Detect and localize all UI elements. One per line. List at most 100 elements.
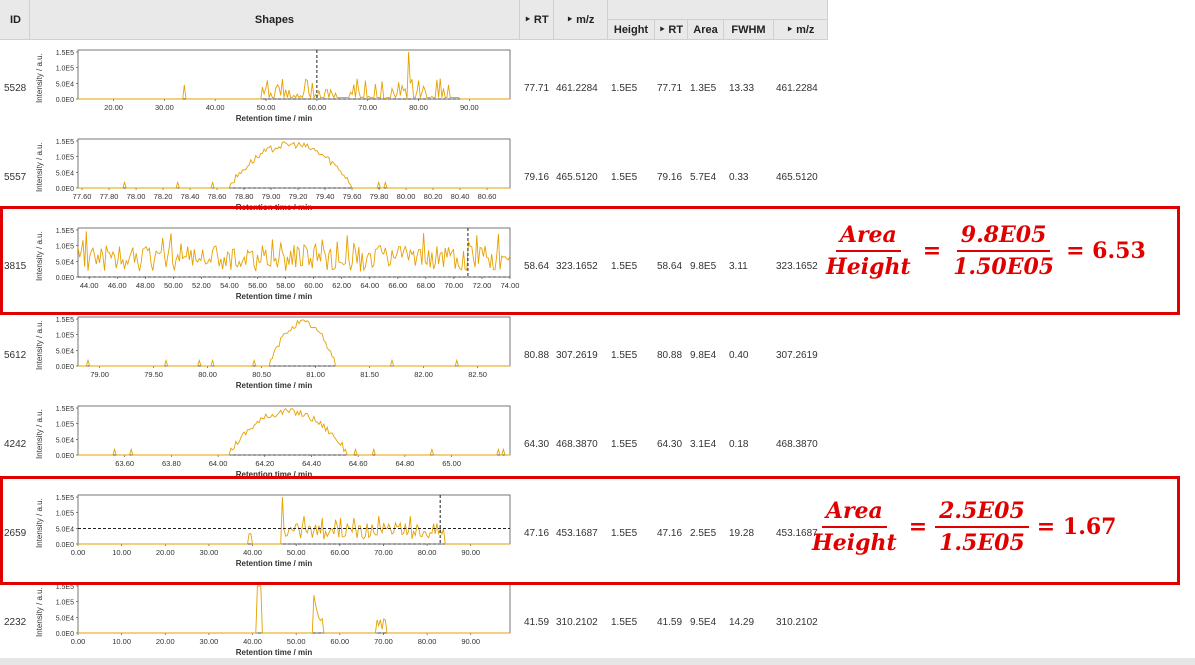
row-id: 3815 <box>4 261 27 272</box>
x-tick-label: 50.00 <box>287 637 306 646</box>
row-id: 2232 <box>4 617 27 628</box>
eq-result: = 6.53 <box>1066 238 1146 264</box>
x-tick-label: 72.00 <box>473 281 492 290</box>
y-tick-label: 0.0E0 <box>56 364 74 371</box>
column-header-mz[interactable]: ‣ m/z <box>554 0 608 40</box>
x-tick-label: 77.60 <box>73 192 92 201</box>
row-fwhm: 0.40 <box>729 350 749 361</box>
x-tick-label: 80.60 <box>478 192 497 201</box>
x-tick-label: 50.00 <box>257 103 276 112</box>
column-header-area[interactable]: Area <box>688 20 724 40</box>
row-height: 1.5E5 <box>611 617 638 628</box>
table-header: ID Shapes ‣ RT ‣ m/z Height ‣ RT Area FW… <box>0 0 1195 40</box>
x-tick-label: 90.00 <box>461 637 480 646</box>
x-tick-label: 20.00 <box>156 637 175 646</box>
row-mz: 461.2284 <box>556 83 598 94</box>
table-row[interactable]: 4242 64.30 468.3870 1.5E5 64.30 3.1E4 0.18 468.… <box>0 398 1195 487</box>
y-tick-label: 5.0E4 <box>56 259 74 266</box>
x-tick-label: 46.00 <box>108 281 127 290</box>
x-axis-label: Retention time / min <box>236 292 313 301</box>
x-tick-label: 80.20 <box>424 192 443 201</box>
row-rt2: 80.88 <box>657 350 683 361</box>
column-header-id[interactable]: ID <box>0 0 30 40</box>
row-area: 1.3E5 <box>690 83 717 94</box>
x-tick-label: 0.00 <box>71 548 86 557</box>
column-header-fwhm[interactable]: FWHM <box>724 20 774 40</box>
row-fwhm: 13.33 <box>729 83 755 94</box>
row-id: 5557 <box>4 172 27 183</box>
row-rt2: 47.16 <box>657 528 683 539</box>
x-tick-label: 40.00 <box>243 548 262 557</box>
eq-denominator: Height <box>826 254 911 280</box>
table-row[interactable]: 2659 47.16 453.1687 1.5E5 47.16 2.5E5 19.28 453… <box>0 487 1195 576</box>
row-id: 2659 <box>4 528 27 539</box>
eq-equals: = <box>922 238 942 264</box>
chromatogram-chart: Intensity / a.u. 1.5E5 1.0E5 5.0E4 0.0E0 20.0… <box>35 49 511 123</box>
y-tick-label: 1.5E5 <box>56 50 74 57</box>
row-rt: 64.30 <box>524 439 550 450</box>
row-height: 1.5E5 <box>611 172 638 183</box>
x-tick-label: 60.00 <box>330 637 349 646</box>
highlight-box-2659 <box>0 476 1180 585</box>
x-tick-label: 79.00 <box>90 370 109 379</box>
row-rt: 41.59 <box>524 617 550 628</box>
column-header-rt[interactable]: ‣ RT <box>520 0 554 40</box>
x-tick-label: 63.60 <box>115 459 134 468</box>
x-axis-label: Retention time / min <box>236 470 313 479</box>
table-row[interactable]: 2232 41.59 310.2102 1.5E5 41.59 9.5E4 14.29 310… <box>0 576 1195 665</box>
plot-frame <box>77 583 511 634</box>
y-tick-label: 0.0E0 <box>56 631 74 638</box>
eq-height-value: 1.50E05 <box>953 254 1055 280</box>
column-header-height[interactable]: Height <box>608 20 655 40</box>
y-tick-label: 0.0E0 <box>56 186 74 193</box>
row-mz2: 307.2619 <box>776 350 818 361</box>
table-row[interactable]: 3815 58.64 323.1652 1.5E5 58.64 9.8E5 3.11 323.… <box>0 220 1195 309</box>
chromatogram-chart: Intensity / a.u. 1.5E5 1.0E5 5.0E4 0.0E0 79.0… <box>35 316 511 390</box>
y-axis-label: Intensity / a.u. <box>35 142 44 192</box>
y-tick-label: 5.0E4 <box>56 170 74 177</box>
row-id: 5528 <box>4 83 27 94</box>
row-mz: 468.3870 <box>556 439 598 450</box>
horizontal-scrollbar[interactable] <box>0 658 1195 665</box>
x-tick-label: 52.00 <box>192 281 211 290</box>
chromatogram-chart: Intensity / a.u. 1.5E5 1.0E5 5.0E4 0.0E00.00… <box>35 494 511 568</box>
row-mz2: 323.1652 <box>776 261 818 272</box>
x-tick-label: 66.00 <box>388 281 407 290</box>
y-tick-label: 1.0E5 <box>56 155 74 162</box>
column-header-rt2[interactable]: ‣ RT <box>655 20 688 40</box>
plot-frame <box>77 316 511 367</box>
row-rt: 79.16 <box>524 172 550 183</box>
y-tick-label: 5.0E4 <box>56 615 74 622</box>
x-tick-label: 44.00 <box>80 281 99 290</box>
row-height: 1.5E5 <box>611 350 638 361</box>
chromatogram-chart: Intensity / a.u. 1.5E5 1.0E5 5.0E4 0.0E00.00… <box>35 583 511 657</box>
x-tick-label: 77.80 <box>100 192 119 201</box>
x-tick-label: 60.00 <box>304 281 323 290</box>
y-axis-label: Intensity / a.u. <box>35 320 44 370</box>
chromatogram-trace <box>78 141 510 189</box>
plot-frame <box>77 138 511 189</box>
column-header-shapes[interactable]: Shapes <box>30 0 520 40</box>
x-tick-label: 50.00 <box>164 281 183 290</box>
x-tick-label: 0.00 <box>71 637 86 646</box>
column-header-mz2[interactable]: ‣ m/z <box>774 20 828 40</box>
x-tick-label: 64.60 <box>349 459 368 468</box>
x-tick-label: 74.00 <box>501 281 520 290</box>
x-tick-label: 79.60 <box>343 192 362 201</box>
table-row[interactable]: 5528 77.71 461.2284 1.5E5 77.71 1.3E5 13.33 461… <box>0 42 1195 131</box>
x-tick-label: 68.00 <box>416 281 435 290</box>
fraction-area-height: Area Height <box>822 222 915 280</box>
equation-2659: Area Height = 2.5E05 1.5E05 = 1.67 <box>808 498 1124 556</box>
row-fwhm: 0.18 <box>729 439 749 450</box>
row-rt2: 79.16 <box>657 172 683 183</box>
x-axis-label: Retention time / min <box>236 559 313 568</box>
row-rt: 80.88 <box>524 350 550 361</box>
row-area: 5.7E4 <box>690 172 717 183</box>
table-row[interactable]: 5612 80.88 307.2619 1.5E5 80.88 9.8E4 0.40 307.… <box>0 309 1195 398</box>
eq-area-value: 2.5E05 <box>935 498 1029 528</box>
y-tick-label: 1.0E5 <box>56 600 74 607</box>
row-area: 9.8E5 <box>690 261 717 272</box>
equation-3815: Area Height = 9.8E05 1.50E05 = 6.53 <box>822 222 1154 280</box>
eq-numerator: Area <box>835 222 901 252</box>
y-tick-label: 1.0E5 <box>56 333 74 340</box>
